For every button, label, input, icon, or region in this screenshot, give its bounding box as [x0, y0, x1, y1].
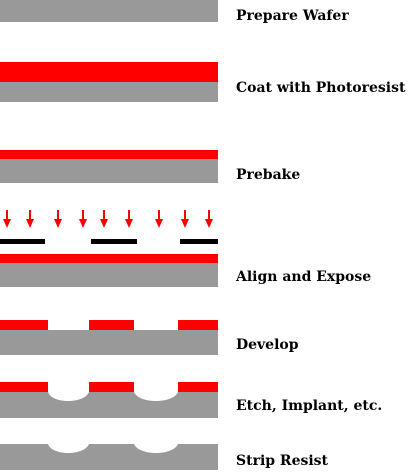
step-prepare-wafer-graphic: [0, 0, 218, 22]
mask-segment: [180, 239, 218, 244]
step-label-prebake: Prebake: [236, 167, 301, 183]
exposure-arrow: [181, 210, 189, 228]
step-etch-graphic: [0, 382, 218, 418]
wafer-layer: [0, 82, 218, 102]
step-label-align-expose: Align and Expose: [236, 269, 372, 285]
exposure-arrow: [26, 210, 34, 228]
step-align-expose-graphic: [0, 210, 218, 287]
etched-wafer: [0, 392, 218, 418]
step-label-develop: Develop: [236, 337, 299, 353]
photoresist-block: [178, 320, 218, 330]
exposure-arrow: [3, 210, 11, 228]
mask-segment: [0, 239, 45, 244]
etched-wafer: [0, 444, 218, 470]
exposure-arrow: [155, 210, 163, 228]
exposure-arrow: [205, 210, 213, 228]
wafer-layer: [0, 330, 218, 355]
step-label-etch-implant: Etch, Implant, etc.: [236, 398, 383, 414]
exposure-arrow: [79, 210, 87, 228]
wafer-layer: [0, 0, 218, 22]
photoresist-block: [89, 382, 134, 392]
photoresist-block: [178, 382, 218, 392]
step-develop-graphic: [0, 320, 218, 355]
photoresist-block: [89, 320, 134, 330]
photoresist-block: [0, 320, 48, 330]
exposure-arrow: [100, 210, 108, 228]
exposure-arrow: [54, 210, 62, 228]
photoresist-layer: [0, 254, 218, 263]
step-coat-graphic: [0, 62, 218, 102]
exposure-arrow: [125, 210, 133, 228]
photoresist-layer: [0, 62, 218, 82]
exposure-arrows: [3, 210, 213, 228]
step-label-prepare-wafer: Prepare Wafer: [236, 8, 349, 24]
wafer-layer: [0, 159, 218, 183]
step-prebake-graphic: [0, 150, 218, 183]
step-strip-graphic: [0, 444, 218, 470]
step-label-coat-photoresist: Coat with Photoresist: [236, 80, 406, 96]
step-label-strip-resist: Strip Resist: [236, 453, 329, 469]
photoresist-block: [0, 382, 48, 392]
mask-segment: [91, 239, 137, 244]
photoresist-layer: [0, 150, 218, 159]
wafer-layer: [0, 263, 218, 287]
